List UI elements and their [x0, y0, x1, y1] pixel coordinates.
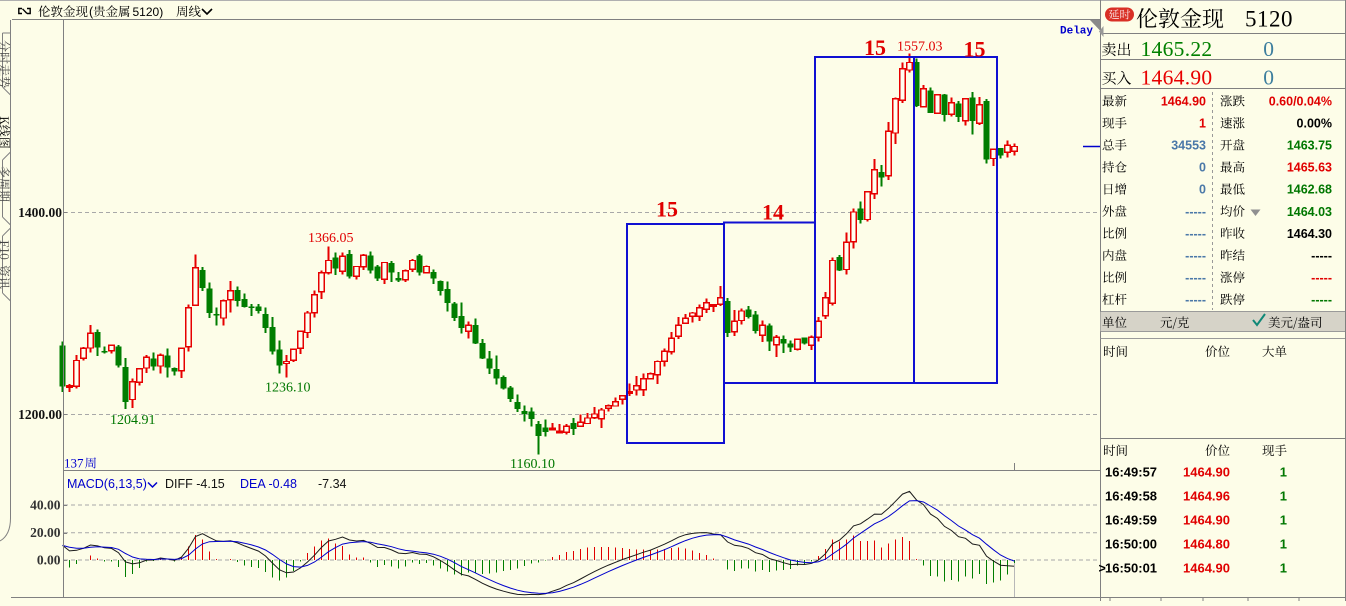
svg-text:40.00: 40.00 — [30, 498, 61, 513]
svg-text:0.00%: 0.00% — [1297, 117, 1332, 131]
svg-text:1464.03: 1464.03 — [1287, 205, 1332, 219]
svg-text:1160.10: 1160.10 — [510, 457, 555, 472]
svg-text:5120: 5120 — [1245, 7, 1293, 32]
svg-text:1200.00: 1200.00 — [18, 407, 62, 422]
svg-text:15: 15 — [656, 197, 678, 222]
svg-text:1464.96: 1464.96 — [1183, 489, 1230, 504]
svg-text:1465.22: 1465.22 — [1141, 37, 1213, 61]
svg-text:-----: ----- — [1311, 271, 1332, 285]
svg-text:-----: ----- — [1185, 293, 1206, 307]
svg-text:16:49:57: 16:49:57 — [1105, 465, 1157, 480]
svg-text:1464.90: 1464.90 — [1183, 513, 1230, 528]
svg-text:>: > — [1099, 562, 1106, 576]
svg-text:1464.80: 1464.80 — [1183, 537, 1230, 552]
svg-text:(: ( — [89, 5, 94, 19]
svg-text:-----: ----- — [1185, 249, 1206, 263]
svg-text:Delay: Delay — [1060, 26, 1093, 38]
svg-text:16:49:58: 16:49:58 — [1105, 489, 1157, 504]
svg-text:0: 0 — [1199, 161, 1206, 175]
svg-text:14: 14 — [762, 200, 784, 225]
svg-text:1: 1 — [1199, 117, 1206, 131]
svg-text:-----: ----- — [1311, 249, 1332, 263]
svg-text:137: 137 — [64, 456, 84, 471]
svg-text:DEA -0.48: DEA -0.48 — [240, 477, 297, 491]
svg-text:1464.30: 1464.30 — [1287, 227, 1332, 241]
svg-text:1464.90: 1464.90 — [1183, 465, 1230, 480]
svg-text:MACD(6,13,5): MACD(6,13,5) — [67, 477, 147, 491]
svg-text:1464.90: 1464.90 — [1141, 66, 1213, 90]
svg-text:0: 0 — [1199, 183, 1206, 197]
svg-text:15: 15 — [964, 37, 986, 62]
svg-text:DIFF -4.15: DIFF -4.15 — [165, 477, 225, 491]
svg-text:16:50:00: 16:50:00 — [1105, 537, 1157, 552]
svg-text:1400.00: 1400.00 — [18, 205, 62, 220]
svg-text:1: 1 — [1280, 513, 1287, 528]
svg-text:1: 1 — [1280, 561, 1287, 576]
svg-text:1464.90: 1464.90 — [1161, 95, 1206, 109]
svg-text:-----: ----- — [1311, 293, 1332, 307]
svg-text:15: 15 — [864, 35, 886, 60]
svg-text:1: 1 — [1280, 489, 1287, 504]
svg-text:-----: ----- — [1185, 271, 1206, 285]
svg-text:34553: 34553 — [1171, 139, 1206, 153]
svg-text:1462.68: 1462.68 — [1287, 183, 1332, 197]
svg-text:0.60/0.04%: 0.60/0.04% — [1269, 95, 1332, 109]
svg-text:-----: ----- — [1185, 205, 1206, 219]
svg-text:0: 0 — [1263, 66, 1274, 90]
svg-text:1366.05: 1366.05 — [308, 231, 354, 246]
svg-text:16:49:59: 16:49:59 — [1105, 513, 1157, 528]
svg-text:1204.91: 1204.91 — [110, 413, 156, 428]
svg-text:1465.63: 1465.63 — [1287, 161, 1332, 175]
svg-text:1557.03: 1557.03 — [897, 40, 943, 55]
svg-text:1236.10: 1236.10 — [265, 381, 311, 396]
svg-text:-----: ----- — [1185, 227, 1206, 241]
svg-text:16:50:01: 16:50:01 — [1105, 561, 1157, 576]
svg-text:0.00: 0.00 — [37, 553, 61, 568]
svg-text:1464.90: 1464.90 — [1183, 561, 1230, 576]
svg-text:20.00: 20.00 — [30, 525, 61, 540]
svg-text:1: 1 — [1280, 465, 1287, 480]
svg-text:-7.34: -7.34 — [318, 477, 347, 491]
svg-text:1: 1 — [1280, 537, 1287, 552]
svg-text:1463.75: 1463.75 — [1287, 139, 1332, 153]
svg-text:0: 0 — [1263, 37, 1274, 61]
svg-text:5120): 5120) — [133, 5, 164, 19]
